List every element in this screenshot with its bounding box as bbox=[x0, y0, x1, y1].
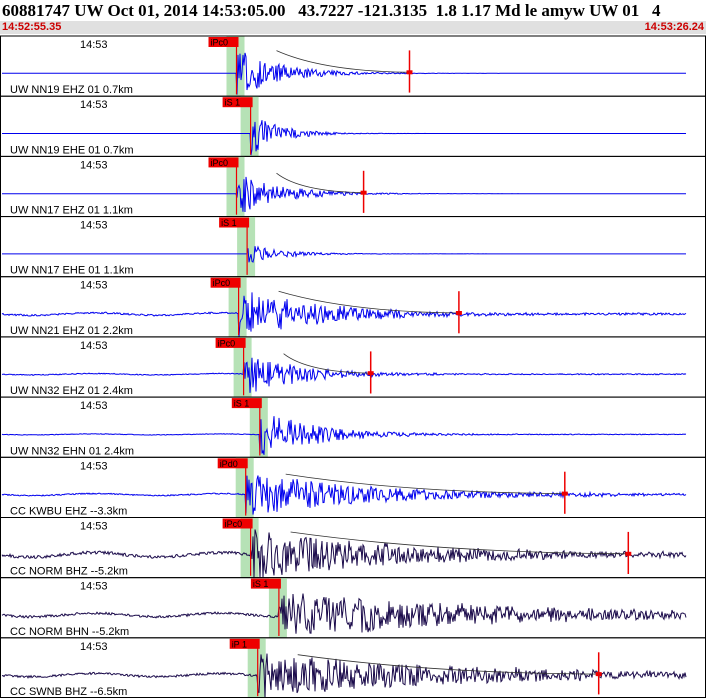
pick-window bbox=[268, 577, 287, 638]
coda-marker-box bbox=[367, 371, 374, 376]
time-tick-label: 14:53 bbox=[80, 340, 108, 352]
phase-pick-box bbox=[250, 578, 281, 589]
pick-window bbox=[247, 637, 266, 698]
waveform-trace bbox=[1, 593, 687, 634]
phase-pick-label: iPc0 bbox=[213, 278, 231, 288]
station-label: UW NN19 EHZ 01 0.7km bbox=[10, 84, 133, 96]
time-tick-label: 14:53 bbox=[80, 641, 108, 653]
waveform-trace bbox=[2, 176, 686, 213]
phase-pick-box bbox=[215, 337, 246, 348]
waveform-trace bbox=[1, 475, 687, 515]
phase-pick-box bbox=[217, 458, 248, 469]
phase-pick-label: iP 1 bbox=[232, 639, 247, 649]
station-label: UW NN32 EHN 01 2.4km bbox=[10, 445, 134, 457]
waveform-trace bbox=[1, 416, 687, 455]
waveform-trace bbox=[1, 292, 687, 338]
coda-envelope bbox=[276, 172, 364, 194]
phase-pick-box bbox=[208, 37, 239, 47]
station-label: CC SWNB BHZ --6.5km bbox=[10, 686, 127, 698]
coda-marker-box bbox=[595, 672, 602, 677]
coda-marker-box bbox=[406, 70, 413, 75]
pick-window bbox=[240, 96, 259, 157]
time-tick-label: 14:53 bbox=[80, 400, 108, 412]
coda-marker-box bbox=[625, 551, 632, 556]
phase-pick-label: iS 1 bbox=[234, 399, 250, 409]
phase-pick-label: iPc0 bbox=[211, 38, 229, 48]
time-tick-label: 14:53 bbox=[80, 460, 108, 472]
phase-pick-label: iS 1 bbox=[225, 98, 241, 108]
station-label: CC NORM BHN --5.2km bbox=[10, 626, 129, 638]
phase-pick-box bbox=[219, 217, 250, 228]
pick-window bbox=[226, 156, 245, 217]
station-label: UW NN19 EHE 01 0.7km bbox=[10, 144, 133, 156]
phase-pick-label: iS 1 bbox=[221, 218, 237, 228]
phase-pick-label: iS 1 bbox=[253, 579, 269, 589]
waveform-trace bbox=[1, 357, 687, 393]
time-tick-label: 14:53 bbox=[80, 280, 108, 292]
coda-envelope bbox=[290, 531, 629, 555]
pick-window bbox=[237, 216, 256, 277]
time-tick-label: 14:53 bbox=[80, 99, 108, 111]
station-label: CC KWBU EHZ --3.3km bbox=[10, 506, 127, 518]
station-label: UW NN32 EHZ 01 2.4km bbox=[10, 385, 133, 397]
start-time: 14:52:55.35 bbox=[2, 21, 62, 33]
event-title: 60881747 UW Oct 01, 2014 14:53:05.00 43.… bbox=[2, 1, 661, 20]
coda-marker-box bbox=[360, 190, 367, 195]
pick-window bbox=[228, 276, 247, 337]
waveform-trace bbox=[1, 529, 687, 579]
coda-envelope bbox=[276, 50, 410, 73]
coda-envelope bbox=[285, 473, 565, 494]
time-tick-label: 14:53 bbox=[80, 159, 108, 171]
pick-window bbox=[235, 457, 254, 518]
coda-marker-box bbox=[561, 491, 568, 496]
station-label: UW NN17 EHZ 01 1.1km bbox=[10, 205, 133, 217]
station-label: UW NN17 EHE 01 1.1km bbox=[10, 265, 133, 277]
time-tick-label: 14:53 bbox=[80, 220, 108, 232]
phase-pick-box bbox=[208, 157, 239, 168]
time-band bbox=[0, 21, 706, 34]
phase-pick-label: iPc0 bbox=[218, 338, 236, 348]
coda-envelope bbox=[278, 290, 459, 314]
pick-window bbox=[249, 397, 268, 458]
pick-window bbox=[233, 336, 252, 398]
time-tick-label: 14:53 bbox=[80, 581, 108, 593]
phase-pick-label: iPd0 bbox=[220, 459, 238, 469]
phase-pick-box bbox=[229, 638, 260, 649]
time-tick-label: 14:53 bbox=[80, 39, 108, 51]
coda-envelope bbox=[283, 353, 371, 374]
phase-pick-box bbox=[210, 277, 241, 288]
end-time: 14:53:26.24 bbox=[644, 21, 704, 33]
pick-window bbox=[226, 36, 245, 97]
phase-pick-box bbox=[222, 518, 253, 529]
waveform-trace bbox=[2, 245, 686, 263]
station-label: UW NN21 EHZ 01 2.2km bbox=[10, 325, 133, 337]
phase-pick-box bbox=[222, 97, 253, 108]
coda-envelope bbox=[297, 654, 599, 675]
phase-pick-label: iPc0 bbox=[225, 519, 243, 529]
waveform-trace bbox=[2, 120, 686, 156]
time-tick-label: 14:53 bbox=[80, 521, 108, 533]
phase-pick-label: iPc0 bbox=[211, 158, 229, 168]
phase-pick-box bbox=[231, 398, 262, 409]
station-label: CC NORM BHZ --5.2km bbox=[10, 566, 128, 578]
coda-marker-box bbox=[455, 311, 462, 315]
waveform-trace bbox=[2, 52, 686, 95]
waveform-trace bbox=[1, 653, 687, 698]
